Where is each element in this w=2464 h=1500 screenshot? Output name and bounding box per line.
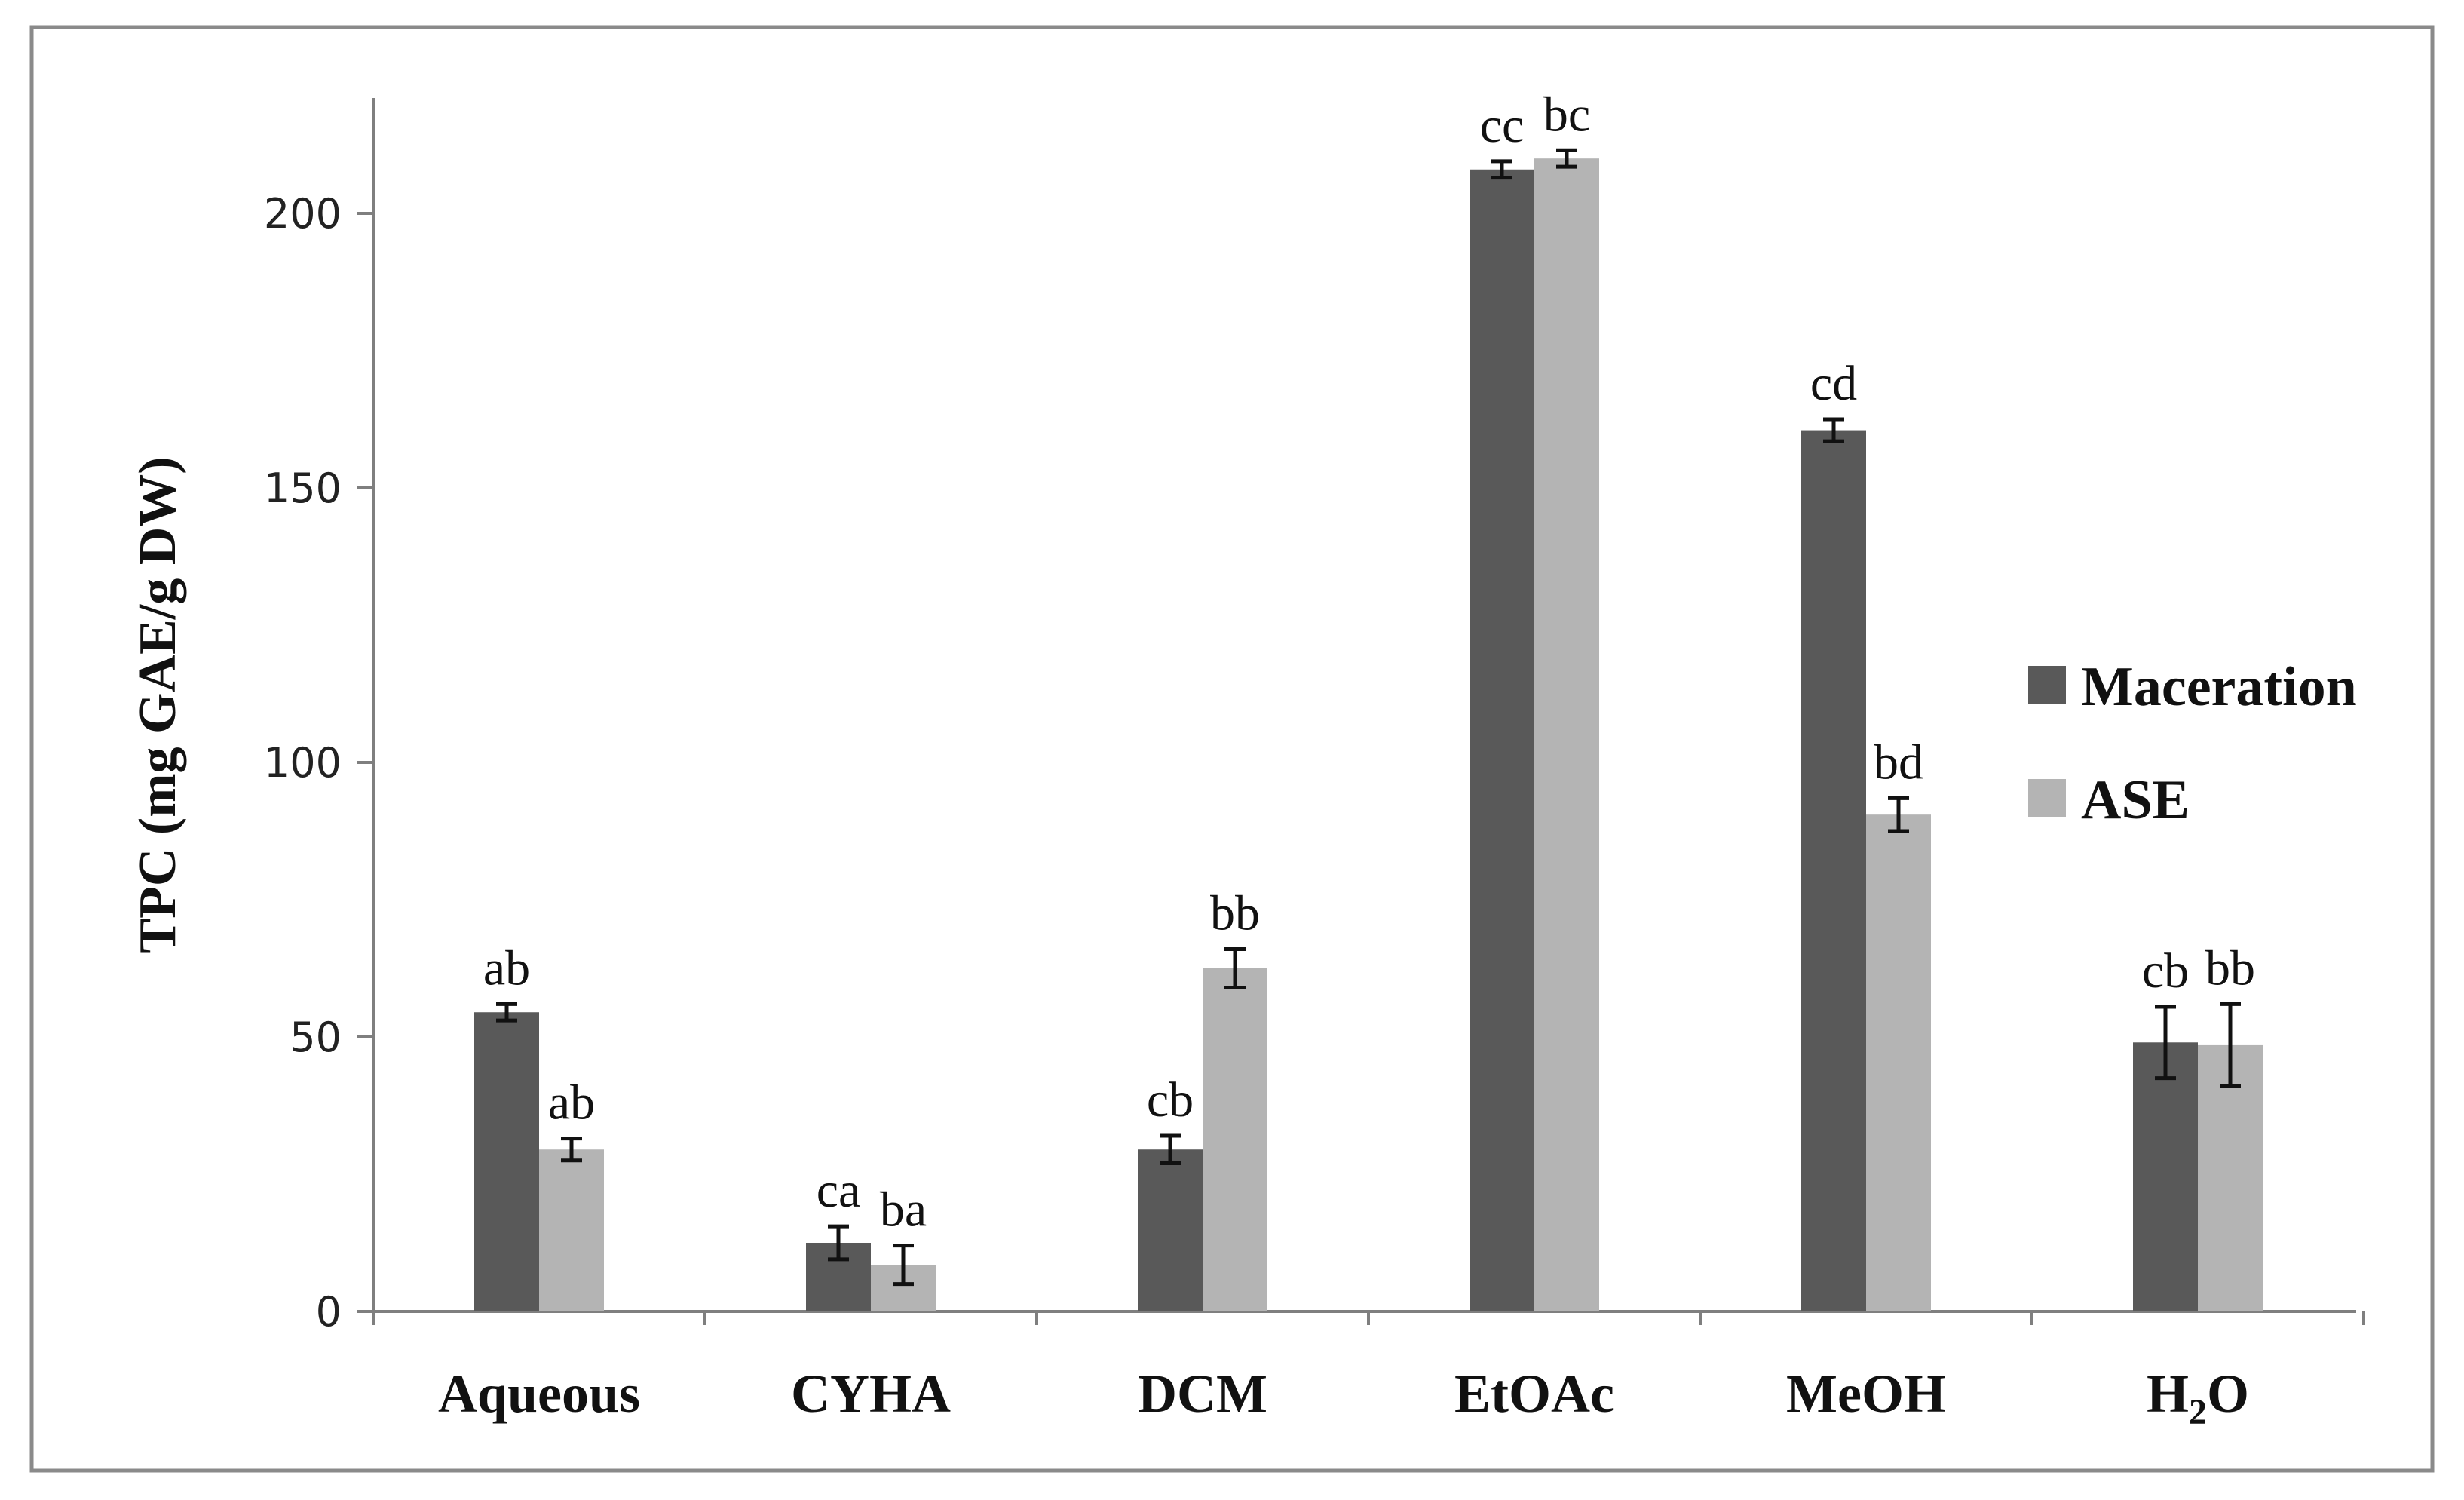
category-label: H2O (2147, 1363, 2249, 1432)
category-label: Aqueous (438, 1363, 640, 1424)
significance-label: ab (483, 940, 530, 995)
significance-label: bb (1210, 886, 1260, 941)
legend: Maceration ASE (2028, 656, 2357, 831)
significance-label: cd (1810, 356, 1857, 411)
bar-ase-h2o (2198, 1044, 2263, 1311)
bar-maceration-dcm (1138, 1149, 1203, 1311)
y-tick-label: 0 (316, 1288, 342, 1336)
bar-ase-etoac (1534, 158, 1599, 1312)
y-tick-label: 150 (264, 465, 342, 512)
significance-label: bd (1874, 735, 1923, 790)
bar-ase-aqueous (539, 1149, 604, 1311)
legend-label-maceration: Maceration (2081, 656, 2357, 718)
category-label: EtOAc (1454, 1363, 1614, 1424)
significance-label: ca (817, 1163, 861, 1218)
category-label-main: CYHA (791, 1363, 951, 1424)
legend-swatch-maceration (2028, 666, 2066, 704)
bar-ase-dcm (1203, 968, 1267, 1311)
bar-maceration-aqueous (474, 1012, 539, 1311)
legend-label-ase: ASE (2081, 769, 2190, 831)
significance-label: ab (548, 1075, 595, 1130)
bar-maceration-meoh (1801, 430, 1866, 1311)
category-label-main: Aqueous (438, 1363, 640, 1424)
category-label-main: DCM (1138, 1363, 1267, 1424)
y-tick-label: 50 (290, 1014, 342, 1061)
bar-maceration-etoac (1470, 169, 1534, 1311)
significance-label: cb (2142, 943, 2189, 998)
bar-maceration-h2o (2133, 1042, 2198, 1311)
category-label: MeOH (1786, 1363, 1946, 1424)
category-label: DCM (1138, 1363, 1267, 1424)
y-axis-title: TPC (mg GAE/g DW) (129, 456, 187, 953)
category-label-main: MeOH (1786, 1363, 1946, 1424)
category-label-main: EtOAc (1454, 1363, 1614, 1424)
category-label-main: H (2147, 1363, 2189, 1424)
legend-swatch-ase (2028, 779, 2066, 817)
category-label-subscript: 2 (2189, 1392, 2207, 1432)
category-label: CYHA (791, 1363, 951, 1424)
significance-label: ba (880, 1183, 927, 1238)
y-tick-label: 200 (264, 190, 342, 238)
significance-label: cb (1147, 1072, 1194, 1127)
significance-label: cc (1480, 98, 1525, 153)
y-tick-label: 100 (264, 739, 342, 787)
significance-label: bb (2205, 940, 2255, 995)
significance-label: bc (1543, 87, 1590, 142)
bar-ase-meoh (1866, 814, 1931, 1311)
category-label-rest: O (2207, 1363, 2249, 1424)
